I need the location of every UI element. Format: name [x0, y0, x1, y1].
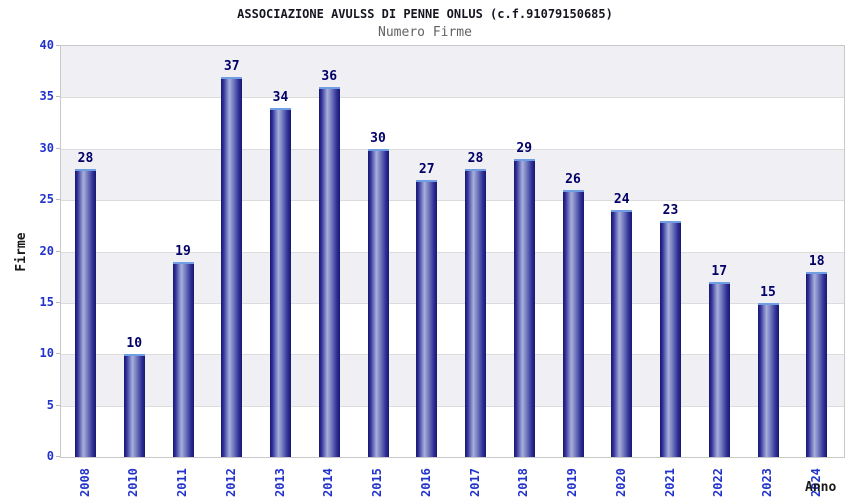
bar-value-label: 28 — [77, 151, 94, 167]
x-tick-label: 2016 — [418, 468, 433, 497]
bar-value-label: 24 — [613, 192, 630, 208]
y-tick-mark — [56, 199, 60, 201]
bar-value-label: 28 — [467, 151, 484, 167]
bar-value-label: 19 — [175, 243, 191, 259]
chart-subtitle: Numero Firme — [378, 25, 472, 40]
y-tick-label: 10 — [39, 346, 54, 361]
bar-2015 — [367, 148, 389, 457]
y-tick-mark — [56, 147, 60, 149]
y-tick-mark — [56, 45, 60, 46]
y-tick-label: 30 — [39, 140, 54, 155]
chart-title: ASSOCIAZIONE AVULSS DI PENNE ONLUS (c.f.… — [237, 7, 613, 21]
bar-2020 — [611, 210, 633, 457]
x-tick-label: 2023 — [760, 468, 774, 497]
bar-value-label: 15 — [760, 284, 776, 300]
bar-2023 — [757, 302, 779, 457]
gridline — [61, 148, 844, 150]
x-tick-label: 2017 — [467, 468, 482, 497]
y-tick-label: 40 — [39, 38, 54, 52]
y-tick-label: 20 — [39, 243, 54, 258]
plot-area: 28 10 19 37 34 36 30 27 28 29 26 24 23 17 15 18 — [60, 45, 845, 458]
gridline — [61, 200, 844, 202]
bar-value-label: 29 — [516, 141, 533, 157]
y-tick-mark — [56, 301, 60, 303]
bar-value-label: 34 — [272, 89, 289, 105]
x-tick-label: 2015 — [370, 468, 384, 497]
gridline — [61, 405, 844, 407]
bar-value-label: 26 — [565, 171, 581, 187]
bar-2011 — [172, 261, 194, 457]
x-tick-label: 2012 — [223, 468, 238, 497]
y-tick-label: 25 — [39, 192, 54, 207]
bar-2014 — [318, 87, 340, 457]
gridline — [61, 302, 844, 304]
x-tick-label: 2021 — [662, 468, 677, 497]
gridline — [61, 97, 844, 99]
x-tick-label: 2014 — [321, 468, 336, 497]
y-tick-mark — [56, 456, 60, 457]
bar-value-label: 36 — [321, 69, 338, 85]
gridline — [61, 251, 844, 253]
plot-band — [61, 148, 844, 201]
bar-value-label: 37 — [223, 58, 240, 74]
bar-value-label: 23 — [662, 202, 679, 218]
plot-band — [61, 46, 844, 98]
y-tick-label: 5 — [46, 397, 54, 412]
x-tick-label: 2020 — [613, 468, 628, 497]
bar-2021 — [660, 220, 681, 457]
y-tick-label: 35 — [39, 89, 54, 104]
bar-value-label: 10 — [126, 336, 143, 352]
x-tick-label: 2022 — [711, 468, 726, 497]
y-tick-mark — [56, 353, 60, 355]
x-tick-label: 2019 — [565, 468, 579, 497]
x-tick-label: 2008 — [77, 468, 92, 497]
bar-value-label: 17 — [711, 264, 728, 280]
bar-2019 — [562, 189, 584, 457]
bar-2017 — [465, 169, 486, 457]
y-tick-mark — [56, 404, 60, 406]
bar-value-label: 18 — [808, 254, 825, 270]
bar-2013 — [270, 107, 291, 457]
bar-2022 — [708, 282, 730, 457]
gridline — [61, 354, 844, 356]
bar-2018 — [513, 159, 535, 457]
x-tick-label: 2013 — [272, 468, 287, 497]
x-tick-label: 2011 — [175, 468, 189, 497]
bar-2010 — [123, 354, 145, 457]
x-axis-title: Anno — [805, 480, 837, 495]
y-tick-mark — [56, 250, 60, 252]
x-tick-label: 2010 — [126, 468, 141, 497]
y-tick-label: 15 — [39, 294, 54, 309]
bar-2024 — [806, 272, 828, 457]
y-tick-mark — [56, 96, 60, 98]
bar-value-label: 27 — [418, 161, 435, 177]
x-tick-label: 2018 — [516, 468, 531, 497]
bar-2016 — [416, 179, 438, 457]
y-tick-label: 0 — [46, 449, 54, 463]
bar-value-label: 30 — [370, 130, 386, 146]
bar-2012 — [221, 76, 243, 457]
bar-2008 — [75, 169, 96, 457]
